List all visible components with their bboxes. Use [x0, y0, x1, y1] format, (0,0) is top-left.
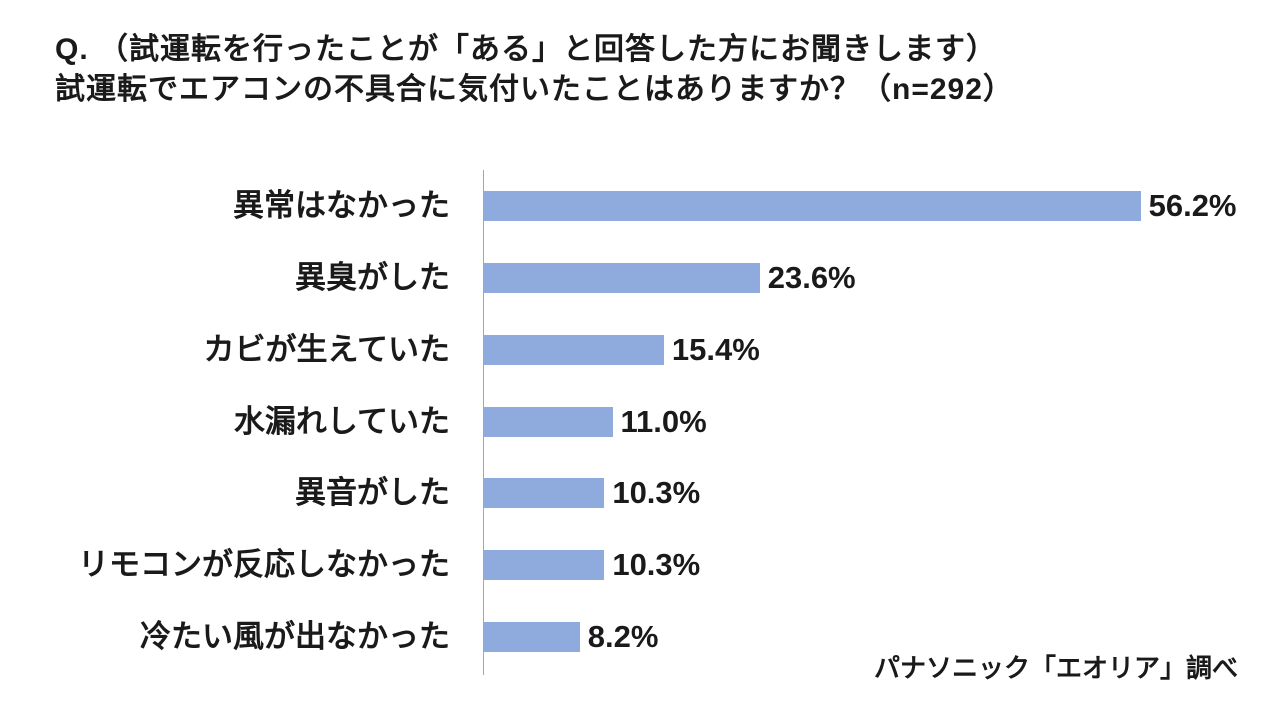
bar-row-6: リモコンが反応しなかった 10.3%: [78, 529, 1264, 601]
chart-title-line-2: 試運転でエアコンの不具合に気付いたことはありますか？（n=292）: [55, 73, 1014, 106]
value-label-6: 10.3%: [612, 547, 701, 583]
category-label-1: 異常はなかった: [233, 187, 450, 223]
category-label-5: 異音がした: [295, 475, 450, 511]
bar-2: [484, 262, 760, 293]
category-label-4: 水漏れしていた: [233, 403, 450, 439]
value-label-2: 23.6%: [767, 259, 856, 295]
chart-title: Q. （試運転を行ったことが「ある」と回答した方にお聞きします） 試運転でエアコ…: [55, 30, 1014, 110]
category-label-6: リモコンが反応しなかった: [78, 547, 450, 583]
bar-row-4: 水漏れしていた 11.0%: [234, 386, 1264, 458]
bar-row-1: 異常はなかった 56.2%: [233, 170, 1264, 242]
bar-7: [484, 622, 580, 653]
bar-5: [484, 478, 605, 509]
value-label-1: 56.2%: [1148, 187, 1237, 223]
chart-title-line-1: Q. （試運転を行ったことが「ある」と回答した方にお聞きします）: [55, 33, 998, 66]
bar-row-7: 冷たい風が出なかった 8.2%: [140, 601, 1264, 673]
bar-row-2: 異臭がした 23.6%: [295, 242, 1264, 314]
value-label-5: 10.3%: [612, 475, 701, 511]
value-label-4: 11.0%: [620, 403, 707, 439]
bar-1: [484, 190, 1141, 221]
category-label-7: 冷たい風が出なかった: [140, 619, 450, 655]
bar-4: [484, 406, 613, 437]
y-axis-line: [483, 170, 484, 675]
value-label-3: 15.4%: [671, 331, 760, 367]
bar-3: [484, 334, 664, 365]
value-label-7: 8.2%: [587, 619, 659, 655]
source-note: パナソニック「エオリア」調べ: [873, 653, 1238, 683]
bar-row-5: 異音がした 10.3%: [295, 457, 1264, 529]
category-label-3: カビが生えていた: [203, 331, 450, 367]
bar-row-3: カビが生えていた 15.4%: [204, 314, 1264, 386]
bar-6: [484, 550, 605, 581]
category-label-2: 異臭がした: [295, 259, 450, 295]
plot-area: 異常はなかった 56.2% 異臭がした 23.6% カビが生えていた 15.4% 水漏れして…: [78, 170, 1264, 673]
